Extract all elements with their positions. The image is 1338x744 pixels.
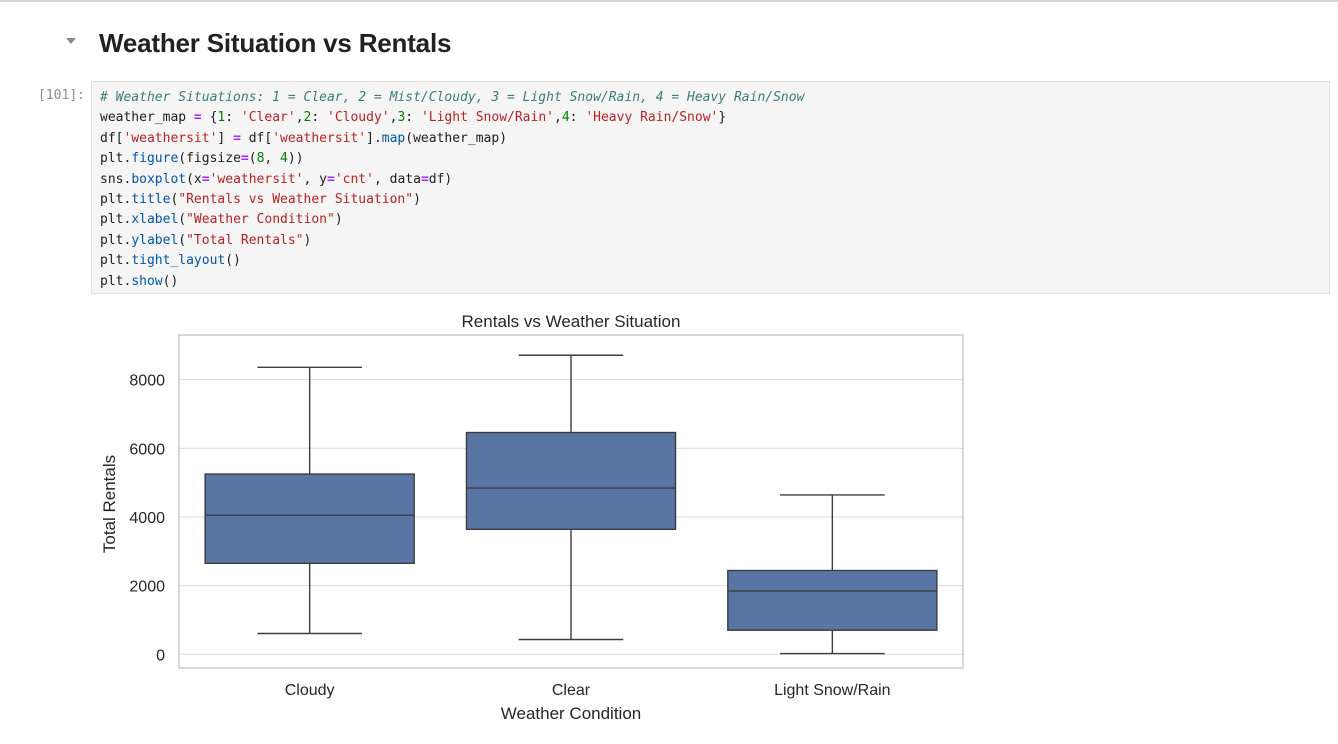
y-tick-label: 6000 xyxy=(129,441,165,458)
y-tick-label: 8000 xyxy=(129,373,165,390)
axes-frame xyxy=(178,334,964,669)
collapse-heading-chevron-icon[interactable] xyxy=(66,38,76,44)
code-cell-editor[interactable]: # Weather Situations: 1 = Clear, 2 = Mis… xyxy=(91,81,1330,294)
box-cloudy xyxy=(204,366,415,635)
y-axis-label: Total Rentals xyxy=(100,455,119,553)
x-tick-label: Clear xyxy=(552,682,591,699)
top-divider xyxy=(0,0,1338,2)
code-text: # Weather Situations: 1 = Clear, 2 = Mis… xyxy=(100,90,805,289)
x-tick-label: Light Snow/Rain xyxy=(774,682,891,699)
iqr-box xyxy=(465,431,677,531)
cell-output: 0 2000 4000 6000 8000 Cloudy Clear Light Snow/… xyxy=(91,300,971,740)
x-axis-label: Weather Condition xyxy=(501,704,642,723)
execution-count-prompt: [101]: xyxy=(38,88,85,103)
x-tick-labels: Cloudy Clear Light Snow/Rain xyxy=(285,682,891,699)
box-light-snow-rain xyxy=(727,494,938,655)
section-heading: Weather Situation vs Rentals xyxy=(99,28,452,58)
boxes xyxy=(204,354,938,655)
box-clear xyxy=(465,354,677,641)
y-tick-label: 4000 xyxy=(129,510,165,527)
y-tick-label: 0 xyxy=(156,647,165,664)
iqr-box xyxy=(204,473,415,564)
chart-title: Rentals vs Weather Situation xyxy=(462,312,681,331)
code-comment: # Weather Situations: 1 = Clear, 2 = Mis… xyxy=(100,90,805,105)
iqr-box xyxy=(727,569,938,631)
x-tick-label: Cloudy xyxy=(285,682,335,699)
y-tick-label: 2000 xyxy=(129,579,165,596)
y-tick-labels: 0 2000 4000 6000 8000 xyxy=(129,373,165,665)
boxplot-chart: 0 2000 4000 6000 8000 Cloudy Clear Light Snow/… xyxy=(100,312,964,723)
